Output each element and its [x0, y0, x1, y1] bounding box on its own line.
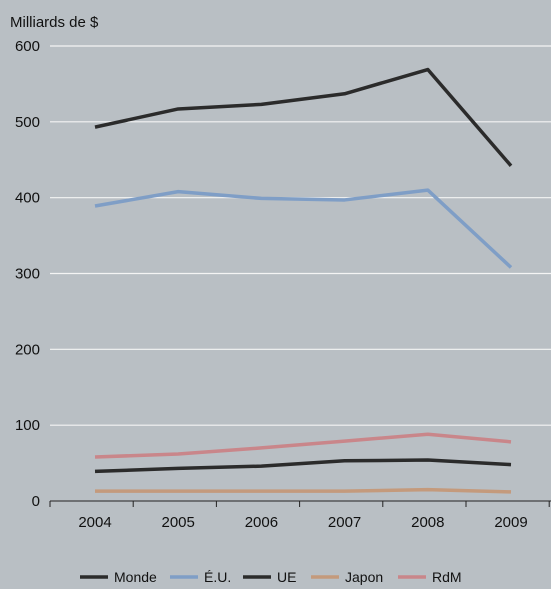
legend-label: É.U. — [204, 569, 231, 585]
y-tick-label: 200 — [15, 341, 40, 358]
series-lines — [94, 67, 513, 494]
legend-label: Monde — [114, 569, 157, 585]
legend-item: É.U. — [170, 569, 231, 585]
series-line-japon — [95, 487, 512, 494]
legend: Monde É.U. UE Japon RdM — [80, 569, 462, 585]
x-tick-label: 2004 — [78, 514, 111, 531]
y-tick-label: 100 — [15, 417, 40, 434]
legend-label: RdM — [432, 569, 462, 585]
axes: 0 100 200 300 400 500 600 2004 2005 2006 2007 2008 2… — [15, 38, 551, 531]
series-line-rdm — [94, 432, 512, 459]
x-tick-label: 2006 — [245, 514, 278, 531]
legend-label: Japon — [345, 569, 383, 585]
y-tick-label: 500 — [15, 114, 40, 131]
series-line-e-u — [94, 188, 513, 269]
x-tick-label: 2009 — [494, 514, 527, 531]
series-line-monde — [94, 67, 513, 167]
y-tick-label: 0 — [32, 493, 40, 510]
y-axis-unit-label: Milliards de $ — [10, 14, 99, 31]
legend-label: UE — [277, 569, 296, 585]
legend-item: UE — [243, 569, 296, 585]
y-tick-label: 400 — [15, 190, 40, 207]
y-tick-label: 600 — [15, 38, 40, 55]
x-tick-label: 2007 — [328, 514, 361, 531]
legend-item: Japon — [311, 569, 383, 585]
legend-item: Monde — [80, 569, 157, 585]
y-tick-label: 300 — [15, 266, 40, 283]
x-tick-label: 2008 — [411, 514, 444, 531]
legend-item: RdM — [398, 569, 462, 585]
x-tick-label: 2005 — [162, 514, 195, 531]
series-line-ue — [94, 458, 512, 474]
